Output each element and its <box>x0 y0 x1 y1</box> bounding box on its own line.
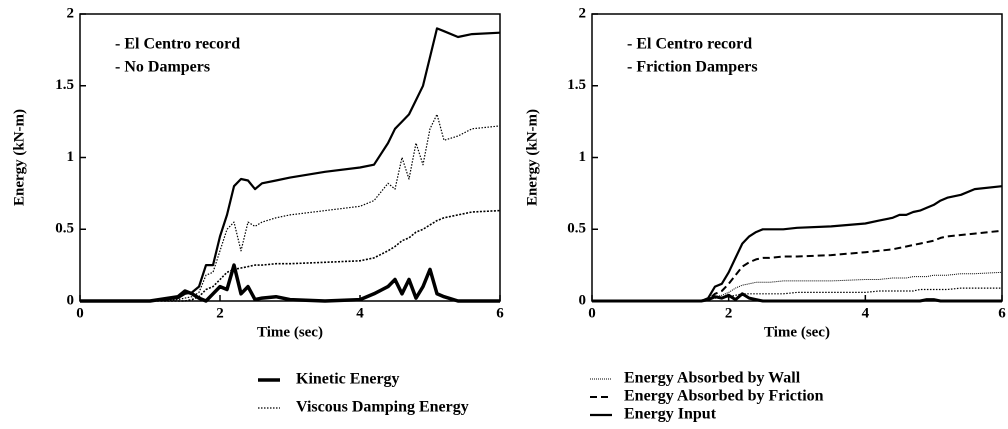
legend-label: Energy Input <box>624 406 717 423</box>
series-line <box>80 113 501 302</box>
y-tick-label: 0 <box>67 292 75 308</box>
legend-label: Viscous Damping Energy <box>296 399 469 416</box>
legend-label: Energy Absorbed by Wall <box>624 370 801 387</box>
x-tick-label: 2 <box>216 305 224 321</box>
y-tick-label: 1 <box>579 149 587 165</box>
y-tick-label: 2 <box>579 5 587 21</box>
x-tick-label: 0 <box>76 305 84 321</box>
x-axis-label: Time (sec) <box>764 324 830 340</box>
y-tick-label: 0 <box>579 292 587 308</box>
annotation: - Friction Dampers <box>627 59 758 76</box>
y-tick-label: 2 <box>67 5 75 21</box>
x-tick-label: 6 <box>998 305 1006 321</box>
x-tick-label: 4 <box>356 305 364 321</box>
series-line <box>80 209 501 302</box>
series-line <box>592 185 1003 303</box>
y-tick-label: 0.5 <box>567 221 586 237</box>
y-tick-label: 1 <box>67 149 75 165</box>
y-axis-label: Energy (kN-m) <box>524 109 540 206</box>
plot-frame <box>79 13 501 302</box>
series-line <box>592 229 1003 302</box>
series-line <box>592 271 1003 302</box>
annotation: - El Centro record <box>115 36 240 53</box>
legend-label: Kinetic Energy <box>296 371 400 388</box>
x-tick-label: 6 <box>496 305 504 321</box>
x-tick-label: 2 <box>725 305 733 321</box>
x-axis-label: Time (sec) <box>257 324 323 340</box>
plot-frame <box>591 13 1003 302</box>
x-tick-label: 4 <box>862 305 870 321</box>
y-axis-label: Energy (kN-m) <box>11 109 27 206</box>
y-tick-label: 1.5 <box>55 77 74 93</box>
series-line <box>80 263 500 303</box>
annotation: - No Dampers <box>115 59 210 76</box>
annotation: - El Centro record <box>627 36 752 53</box>
legend-label: Energy Absorbed by Friction <box>624 388 824 405</box>
x-tick-label: 0 <box>588 305 596 321</box>
series-line <box>592 287 1002 302</box>
y-tick-label: 0.5 <box>55 221 74 237</box>
series-line <box>80 27 501 303</box>
y-tick-label: 1.5 <box>567 77 586 93</box>
